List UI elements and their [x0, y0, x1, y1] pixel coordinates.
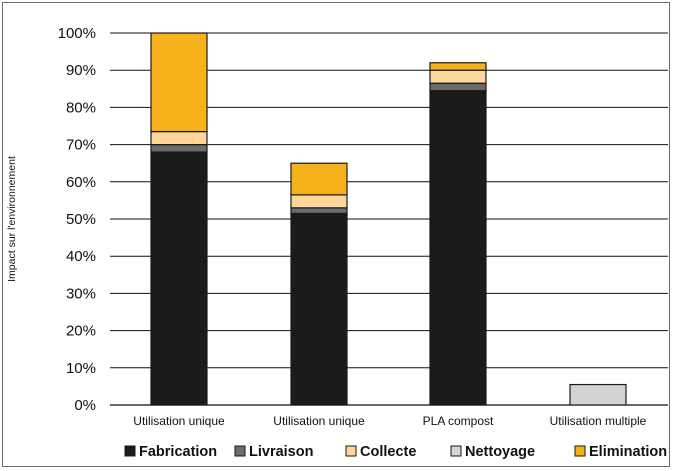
bar-segment-collecte	[290, 194, 348, 209]
legend-swatch	[450, 445, 462, 457]
y-tick-label: 70%	[66, 137, 96, 154]
y-axis-label: Impact sur l'environnement	[6, 156, 18, 282]
bar-segment-elimination	[290, 162, 348, 196]
legend-label: Nettoyage	[465, 444, 535, 460]
legend-label: Elimination	[589, 444, 667, 460]
y-tick-label: 0%	[74, 397, 96, 414]
bars	[150, 32, 627, 406]
bar-segment-fabrication	[290, 212, 348, 406]
bar-segment-collecte	[150, 130, 208, 146]
x-category-label: Utilisation multiple	[550, 414, 647, 428]
bar-segment-livraison	[429, 82, 487, 92]
legend-label: Collecte	[360, 444, 416, 460]
bar-segment-fabrication	[429, 90, 487, 406]
legend: Fabrication Livraison Collecte Nettoyage Eli…	[124, 444, 667, 460]
legend-swatch	[124, 445, 136, 457]
bar-segment-elimination	[429, 62, 487, 71]
x-category-label: PLA compost	[423, 414, 494, 428]
legend-label: Fabrication	[139, 444, 217, 460]
x-category-labels: Utilisation unique Utilisation unique PLA …	[133, 414, 646, 428]
x-category-label: Utilisation unique	[133, 414, 225, 428]
y-tick-label: 10%	[66, 360, 96, 377]
y-tick-label: 20%	[66, 323, 96, 340]
legend-swatch	[345, 445, 357, 457]
bar-segment-elimination	[150, 32, 208, 133]
bar-segment-fabrication	[150, 151, 208, 406]
legend-label: Livraison	[249, 444, 313, 460]
y-tick-labels: 0% 10% 20% 30% 40% 50% 60% 70% 80% 90% 100%	[58, 25, 96, 414]
legend-swatch	[234, 445, 246, 457]
bar-segment-collecte	[429, 69, 487, 84]
legend-swatch	[574, 445, 586, 457]
bar-segment-nettoyage	[569, 383, 627, 406]
y-tick-label: 90%	[66, 62, 96, 79]
bar-segment-livraison	[290, 207, 348, 215]
y-tick-label: 100%	[58, 25, 96, 42]
y-tick-label: 40%	[66, 248, 96, 265]
y-tick-label: 30%	[66, 285, 96, 302]
y-tick-label: 50%	[66, 211, 96, 228]
y-tick-label: 80%	[66, 99, 96, 116]
x-category-label: Utilisation unique	[273, 414, 365, 428]
y-tick-label: 60%	[66, 174, 96, 191]
bar-segment-livraison	[150, 144, 208, 153]
